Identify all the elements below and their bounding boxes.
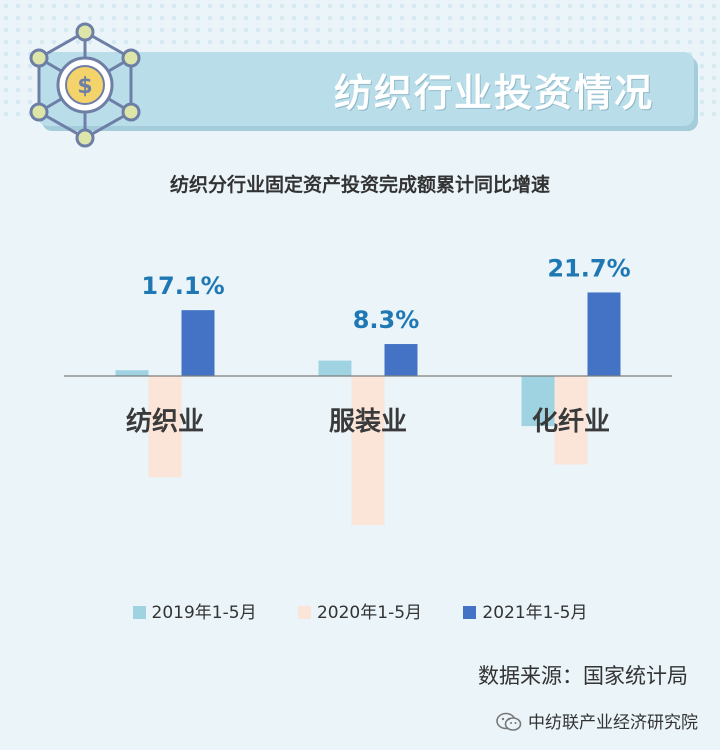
legend-item-2021: 2021年1-5月 [463,598,587,623]
bar-0-1 [318,360,352,376]
category-label-1: 服装业 [329,407,407,437]
bar-1-0 [148,376,182,478]
legend-swatch-2020 [297,606,311,619]
dollar-network-icon: $ [29,22,141,148]
legend-swatch-2019 [132,606,146,619]
bar-0-2 [521,376,555,427]
bar-1-1 [351,376,385,525]
bar-1-2 [554,376,588,465]
legend-label-2020: 2020年1-5月 [316,603,423,623]
category-label-2: 化纤业 [532,407,610,437]
data-label-2: 21.7% [547,254,630,282]
data-label-0: 17.1% [141,272,224,300]
footer-account-name: 中纺联产业经济研究院 [528,713,698,733]
legend-item-2020: 2020年1-5月 [297,598,423,623]
legend-swatch-2021 [463,606,477,619]
chart-title: 纺织分行业固定资产投资完成额累计同比增速 [169,174,550,196]
chart-legend: 2019年1-5月 2020年1-5月 2021年1-5月 [0,598,720,623]
title-banner: 纺织行业投资情况 [38,52,694,126]
bar-2-1 [384,344,418,376]
data-label-1: 8.3% [353,306,420,334]
legend-label-2021: 2021年1-5月 [482,603,588,623]
legend-label-2019: 2019年1-5月 [151,603,257,623]
legend-item-2019: 2019年1-5月 [132,598,257,623]
footer-account: 中纺联产业经济研究院 [496,708,698,733]
bar-2-2 [587,292,621,376]
data-source: 数据来源：国家统计局 [478,664,688,688]
wechat-icon [496,712,522,731]
bar-2-0 [181,310,215,376]
bar-0-0 [115,370,149,376]
bar-chart: 纺织业 服装业 化纤业 17.1% 8.3% 21.7% [64,254,672,525]
banner-title: 纺织行业投资情况 [333,71,654,115]
category-label-0: 纺织业 [126,406,204,437]
svg-text:$: $ [77,74,92,99]
